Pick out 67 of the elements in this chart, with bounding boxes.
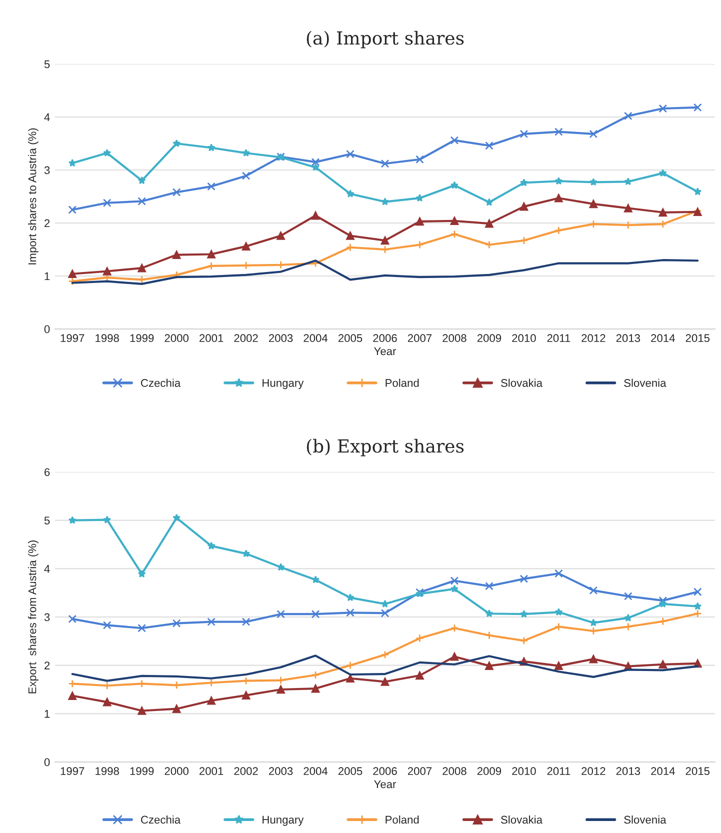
x-tick-label: 2011 bbox=[547, 767, 570, 776]
x-tick-label: 2013 bbox=[616, 334, 640, 342]
x-tick-label: 2009 bbox=[477, 767, 502, 776]
legend-label: Czechia bbox=[141, 378, 181, 387]
y-tick-label: 3 bbox=[44, 166, 50, 174]
y-axis-title: Export shares from Austria (%) bbox=[28, 540, 38, 694]
x-tick-label: 2011 bbox=[547, 334, 570, 342]
x-axis-title: Year bbox=[374, 347, 396, 356]
y-tick-label: 6 bbox=[44, 468, 50, 476]
y-tick-label: 2 bbox=[44, 219, 50, 228]
y-tick-label: 1 bbox=[44, 272, 50, 280]
x-tick-label: 2015 bbox=[686, 334, 710, 342]
x-tick-label: 2009 bbox=[477, 334, 502, 342]
y-tick-label: 3 bbox=[44, 613, 50, 622]
x-axis-title: Year bbox=[374, 780, 396, 788]
x-tick-label: 1997 bbox=[60, 334, 84, 342]
x-tick-label: 2010 bbox=[512, 767, 536, 776]
x-tick-label: 2006 bbox=[373, 767, 397, 776]
legend-label: Slovenia bbox=[624, 378, 666, 387]
legend-label: Slovenia bbox=[624, 816, 666, 824]
x-tick-label: 2000 bbox=[164, 767, 189, 776]
x-tick-label: 2001 bbox=[200, 334, 224, 342]
x-tick-label: 2003 bbox=[268, 334, 293, 342]
y-tick-label: 4 bbox=[44, 565, 50, 573]
x-tick-label: 2007 bbox=[408, 334, 432, 342]
y-tick-label: 1 bbox=[44, 710, 50, 718]
y-tick-label: 4 bbox=[44, 113, 50, 122]
y-tick-label: 0 bbox=[44, 325, 50, 334]
x-tick-label: 2001 bbox=[200, 767, 224, 776]
x-tick-label: 1998 bbox=[96, 334, 119, 342]
y-tick-label: 5 bbox=[44, 60, 50, 68]
x-tick-label: 2012 bbox=[582, 334, 606, 342]
x-tick-label: 2015 bbox=[686, 767, 710, 776]
x-tick-label: 2008 bbox=[442, 334, 466, 342]
y-axis-title: Import shares to Austria (%) bbox=[28, 128, 38, 264]
x-tick-label: 2004 bbox=[304, 767, 328, 776]
legend-label: Poland bbox=[386, 816, 419, 824]
legend-label: Hungary bbox=[262, 816, 304, 826]
chart-title: (b) Export shares bbox=[306, 438, 464, 456]
x-tick-label: 1999 bbox=[130, 334, 154, 342]
x-tick-label: 2002 bbox=[234, 334, 258, 342]
x-tick-label: 1997 bbox=[60, 767, 84, 776]
x-tick-label: 2006 bbox=[373, 334, 397, 342]
x-tick-label: 2002 bbox=[234, 767, 258, 776]
x-tick-label: 1998 bbox=[96, 767, 119, 776]
legend-label: Poland bbox=[386, 378, 419, 387]
legend-label: Hungary bbox=[262, 379, 304, 390]
chart-title: (a) Import shares bbox=[306, 30, 464, 48]
legend-label: Slovakia bbox=[501, 378, 542, 387]
legend-label: Slovakia bbox=[501, 816, 542, 824]
x-tick-label: 2005 bbox=[338, 767, 362, 776]
y-tick-label: 2 bbox=[44, 662, 50, 670]
x-tick-label: 2012 bbox=[582, 767, 606, 776]
x-tick-label: 2003 bbox=[268, 767, 293, 776]
y-tick-label: 5 bbox=[44, 516, 50, 524]
x-tick-label: 2014 bbox=[651, 767, 675, 776]
x-tick-label: 2004 bbox=[304, 334, 328, 342]
x-tick-label: 2008 bbox=[442, 767, 466, 776]
legend-label: Czechia bbox=[141, 816, 181, 824]
x-tick-label: 1999 bbox=[130, 767, 154, 776]
x-tick-label: 2000 bbox=[164, 334, 189, 342]
x-tick-label: 2007 bbox=[408, 767, 432, 776]
x-tick-label: 2014 bbox=[651, 334, 675, 342]
x-tick-label: 2013 bbox=[616, 767, 640, 776]
x-tick-label: 2005 bbox=[338, 334, 362, 342]
y-tick-label: 0 bbox=[44, 758, 50, 766]
x-tick-label: 2010 bbox=[512, 334, 536, 342]
